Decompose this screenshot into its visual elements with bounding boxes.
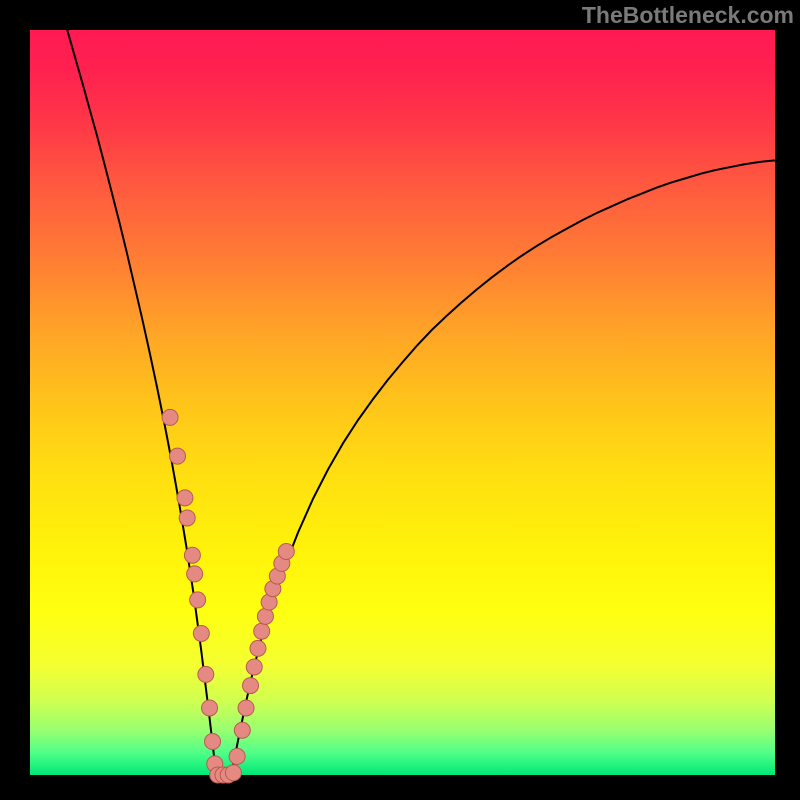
- data-marker: [179, 510, 195, 526]
- data-marker: [278, 544, 294, 560]
- data-marker: [205, 733, 221, 749]
- data-marker: [198, 666, 214, 682]
- data-marker: [243, 678, 259, 694]
- data-marker: [187, 566, 203, 582]
- data-marker: [190, 592, 206, 608]
- data-marker: [246, 659, 262, 675]
- data-marker: [162, 409, 178, 425]
- data-marker: [177, 490, 193, 506]
- plot-background: [30, 30, 775, 775]
- data-marker: [184, 547, 200, 563]
- data-marker: [234, 722, 250, 738]
- data-marker: [238, 700, 254, 716]
- data-marker: [229, 748, 245, 764]
- data-marker: [254, 623, 270, 639]
- data-marker: [170, 448, 186, 464]
- data-marker: [193, 625, 209, 641]
- data-marker: [202, 700, 218, 716]
- data-marker: [250, 640, 266, 656]
- bottleneck-curve-chart: [0, 0, 800, 800]
- data-marker: [257, 608, 273, 624]
- data-marker: [225, 765, 241, 781]
